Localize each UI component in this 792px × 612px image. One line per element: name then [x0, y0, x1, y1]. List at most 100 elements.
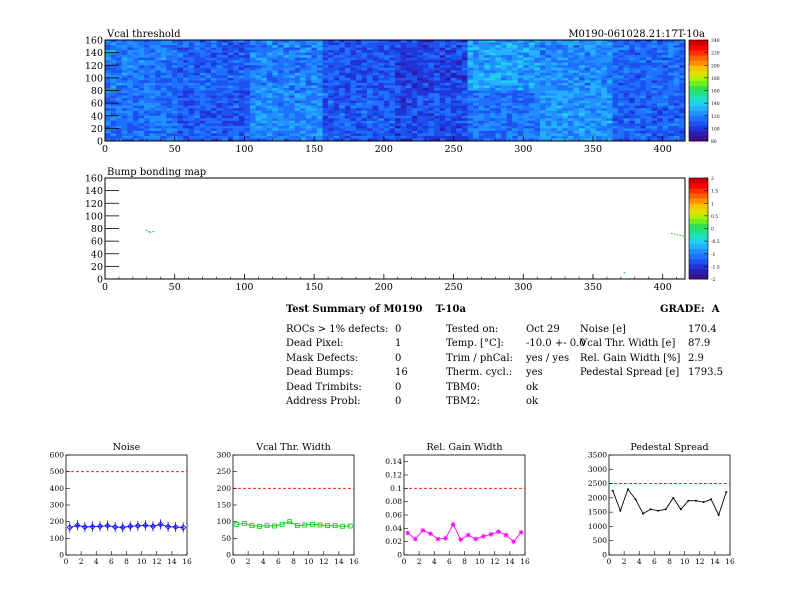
vcal-map-cell — [238, 57, 245, 61]
vcal-map-cell — [372, 40, 379, 43]
vcal-map-cell — [606, 40, 613, 43]
vcal-map-cell — [171, 95, 178, 99]
vcal-map-cell — [244, 82, 251, 86]
vcal-map-cell — [328, 62, 334, 66]
vcal-map-cell — [166, 87, 173, 91]
vcal-map-cell — [255, 113, 262, 117]
vcal-map-cell — [367, 55, 373, 58]
vcal-map-cell — [417, 118, 424, 122]
vcal-map-cell — [105, 98, 111, 101]
vcal-map-cell — [595, 120, 602, 124]
vcal-map-cell — [618, 62, 624, 66]
vcal-map-cell — [562, 70, 569, 74]
vcal-map-cell — [372, 52, 379, 56]
vcal-map-cell — [517, 47, 524, 51]
vcal-width-title-box — [233, 443, 354, 455]
vcal-map-cell — [311, 85, 318, 89]
vcal-map-cell — [629, 65, 636, 69]
vcal-map-cell — [205, 40, 212, 43]
vcal-map-cell — [612, 50, 619, 53]
vcal-map-cell — [199, 82, 206, 86]
vcal-map-cell — [205, 55, 212, 58]
vcal-map-cell — [640, 40, 647, 43]
vcal-map-cell — [439, 77, 446, 81]
vcal-map-cell — [194, 95, 201, 99]
vcal-map-cell — [556, 125, 563, 129]
vcal-map-cell — [601, 138, 608, 141]
vcal-map-cell — [272, 45, 279, 48]
vcal-map-cell — [417, 82, 424, 86]
vcal-map-cell — [322, 55, 329, 58]
vcal-map-cell — [673, 60, 680, 64]
vcal-map-cell — [216, 65, 223, 69]
vcal-map-cell — [378, 128, 385, 132]
vcal-map-cell — [489, 120, 496, 124]
vcal-map-cell — [623, 95, 630, 99]
vcal-map-cell — [495, 57, 502, 61]
vcal-map-cell — [567, 133, 574, 137]
vcal-map-cell — [495, 105, 502, 109]
gain-width-point — [503, 532, 509, 538]
vcal-map-cell — [333, 75, 340, 79]
vcal-map-cell — [328, 93, 334, 96]
vcal-map-cell — [328, 110, 334, 114]
vcal-scale-band — [689, 85, 708, 91]
vcal-map-cell — [556, 80, 563, 84]
vcal-map-cell — [171, 47, 178, 51]
vcal-map-cell — [277, 87, 284, 91]
vcal-map-cell — [679, 133, 685, 137]
vcal-map-cell — [127, 62, 134, 66]
vcal-map-cell — [361, 52, 368, 56]
bump-bonding-heatmap — [145, 229, 684, 274]
vcal-map-cell — [378, 67, 385, 71]
vcal-map-cell — [551, 52, 558, 56]
vcal-map-cell — [411, 128, 418, 132]
noise-y-tick-label: 400 — [50, 484, 65, 493]
vcal-map-cell — [618, 52, 624, 56]
vcal-map-cell — [244, 40, 251, 43]
vcal-map-cell — [378, 70, 385, 74]
vcal-map-cell — [316, 93, 323, 96]
gain-width-x-tick-label: 16 — [520, 557, 530, 566]
vcal-map-cell — [110, 67, 117, 71]
vcal-map-cell — [500, 135, 507, 139]
vcal-map-cell — [144, 113, 150, 117]
vcal-map-cell — [495, 65, 502, 69]
vcal-map-cell — [662, 45, 669, 48]
vcal-map-cell — [395, 110, 401, 114]
gain-width-x-tick-label: 8 — [462, 557, 467, 566]
vcal-map-cell — [266, 40, 273, 43]
vcal-map-cell — [244, 77, 251, 81]
vcal-map-cell — [673, 100, 680, 104]
vcal-map-cell — [255, 45, 262, 48]
vcal-map-cell — [138, 60, 145, 64]
vcal-map-cell — [484, 67, 491, 71]
gain-width-x-tick-label: 10 — [475, 557, 485, 566]
vcal-map-cell — [450, 50, 457, 53]
vcal-map-cell — [395, 125, 401, 129]
vcal-map-cell — [406, 93, 413, 96]
vcal-map-cell — [679, 80, 685, 84]
vcal-map-cell — [434, 47, 440, 51]
vcal-map-cell — [528, 80, 535, 84]
vcal-map-cell — [289, 110, 295, 114]
vcal-map-cell — [551, 75, 558, 79]
vcal-map-cell — [311, 80, 318, 84]
vcal-map-y-tick-label: 0 — [97, 137, 103, 148]
vcal-map-cell — [149, 100, 156, 104]
vcal-map-cell — [333, 113, 340, 117]
vcal-map-cell — [584, 80, 591, 84]
vcal-map-cell — [512, 52, 518, 56]
vcal-width-point — [332, 523, 338, 529]
vcal-map-cell — [662, 60, 669, 64]
vcal-map-cell — [467, 80, 474, 84]
vcal-map-cell — [205, 82, 212, 86]
bump-map-x-tick-label: 400 — [654, 282, 672, 293]
vcal-map-cell — [244, 50, 251, 53]
vcal-map-cell — [277, 113, 284, 117]
vcal-map-cell — [238, 87, 245, 91]
vcal-map-cell — [261, 45, 268, 48]
vcal-map-cell — [573, 135, 580, 139]
vcal-map-cell — [657, 80, 663, 84]
vcal-map-cell — [467, 118, 474, 122]
